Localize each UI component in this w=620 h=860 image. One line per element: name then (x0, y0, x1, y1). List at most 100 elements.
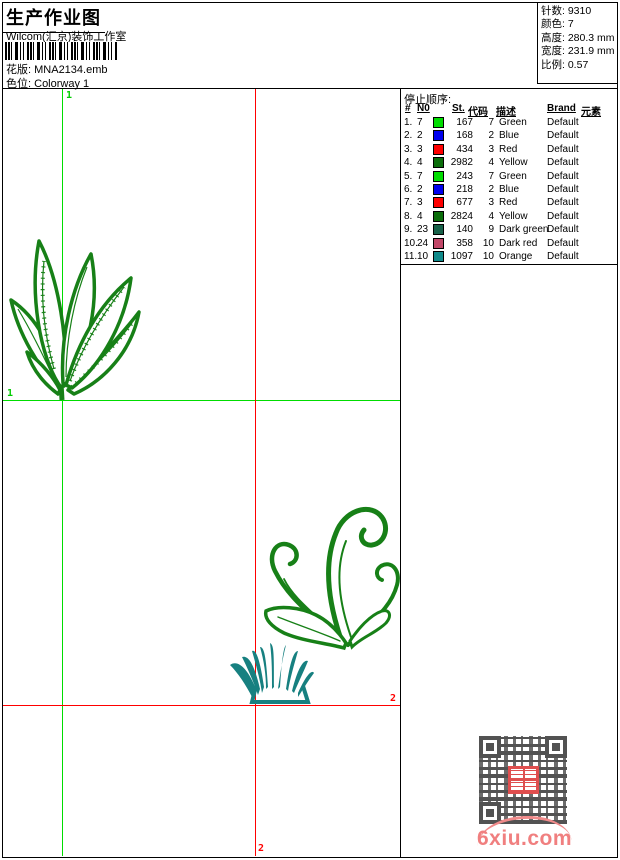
row-needle: 24 (417, 237, 429, 249)
thread-color-swatch (433, 183, 444, 195)
row-stitch-count: 218 (456, 183, 473, 195)
row-code: 2 (488, 130, 494, 142)
row-stitch-count: 168 (456, 130, 473, 142)
row-needle: 4 (417, 157, 423, 169)
col-element: 元素 (581, 107, 601, 118)
studio-name: Wilcom(汇京)装饰工作室 (6, 31, 127, 43)
row-stitch-count: 434 (456, 143, 473, 155)
table-row: 2. 2 168 2 Blue Default (400, 129, 618, 142)
col-code: 代码 (468, 107, 488, 118)
row-seq: 3. (404, 143, 413, 155)
row-needle: 3 (417, 143, 423, 155)
panel-divider (400, 88, 401, 857)
row-stitch-count: 677 (456, 197, 473, 209)
row-description: Red (499, 143, 518, 155)
start-guide-horizontal (3, 400, 400, 401)
row-stitch-count: 167 (456, 117, 473, 128)
row-needle: 7 (417, 170, 423, 182)
row-code: 7 (488, 117, 494, 128)
grass-base-outline (249, 685, 311, 704)
barcode-icon (5, 42, 117, 60)
table-row: 10. 24 358 10 Dark red Default (400, 237, 618, 250)
thread-color-swatch (433, 250, 444, 262)
thread-color-swatch (433, 197, 444, 209)
thread-color-swatch (433, 237, 444, 249)
row-brand: Default (547, 237, 579, 249)
row-description: Orange (499, 250, 533, 262)
table-bottom-border (400, 264, 618, 265)
table-row: 1. 7 167 7 Green Default (400, 116, 618, 129)
design-leaf-cluster (9, 239, 141, 401)
qr-code-icon (479, 736, 567, 824)
scale-row: 比例: 0.57 (541, 58, 589, 71)
row-seq: 1. (404, 117, 413, 128)
table-row: 5. 7 243 7 Green Default (400, 170, 618, 183)
thread-color-swatch (433, 143, 444, 155)
row-seq: 11. (404, 250, 418, 262)
row-seq: 2. (404, 130, 413, 142)
table-row: 7. 3 677 3 Red Default (400, 196, 618, 209)
row-needle: 2 (417, 130, 423, 142)
qr-finder-icon (479, 736, 501, 758)
qr-finder-icon (479, 802, 501, 824)
start-guide-vertical (62, 89, 63, 856)
header-separator (2, 88, 617, 89)
row-description: Dark red (499, 237, 538, 249)
col-brand: Brand (547, 103, 576, 114)
table-row: 8. 4 2824 4 Yellow Default (400, 210, 618, 223)
thread-color-swatch (433, 210, 444, 222)
row-stitch-count: 2982 (450, 157, 473, 169)
row-seq: 7. (404, 197, 413, 209)
pattern-label: 花版: (6, 64, 32, 76)
qr-finder-icon (545, 736, 567, 758)
row-needle: 23 (417, 224, 429, 236)
row-description: Red (499, 197, 518, 209)
row-code: 10 (482, 250, 494, 262)
row-stitch-count: 243 (456, 170, 473, 182)
pattern-value: MNA2134.emb (34, 64, 108, 76)
start-marker-left: 1 (7, 388, 14, 399)
row-needle: 4 (417, 210, 423, 222)
colorway-row: 色位: Colorway 1 (6, 75, 89, 91)
row-description: Blue (499, 130, 520, 142)
col-needle: N0 (417, 103, 430, 114)
red-seal-stamp-icon (508, 766, 539, 794)
row-brand: Default (547, 170, 579, 182)
stop-marker-right: 2 (390, 693, 397, 704)
row-code: 4 (488, 157, 494, 169)
table-row: 6. 2 218 2 Blue Default (400, 183, 618, 196)
colors-row: 颜色: 7 (541, 18, 574, 31)
stop-sequence-header: # N0 St. 代码 描述 Brand 元素 (400, 103, 618, 118)
thread-color-swatch (433, 130, 444, 142)
row-code: 10 (482, 237, 494, 249)
row-seq: 4. (404, 157, 413, 169)
col-hash: # (405, 103, 411, 114)
thread-color-swatch (433, 117, 444, 128)
row-description: Dark green (499, 224, 549, 236)
stop-sequence-table: 1. 7 167 7 Green Default 2. 2 168 2 Blue… (400, 116, 618, 263)
row-brand: Default (547, 143, 579, 155)
design-info-box: 针数: 9310 颜色: 7 高度: 280.3 mm 宽度: 231.9 mm… (537, 2, 618, 84)
design-canvas (9, 239, 400, 704)
row-description: Blue (499, 183, 520, 195)
row-needle: 7 (417, 117, 423, 128)
row-code: 3 (488, 143, 494, 155)
table-row: 3. 3 434 3 Red Default (400, 143, 618, 156)
col-st: St. (452, 103, 465, 114)
row-description: Yellow (499, 157, 528, 169)
row-needle: 10 (417, 250, 429, 262)
row-description: Yellow (499, 210, 528, 222)
row-needle: 3 (417, 197, 423, 209)
row-brand: Default (547, 130, 579, 142)
stop-guide-vertical (255, 89, 256, 856)
row-code: 4 (488, 210, 494, 222)
row-brand: Default (547, 157, 579, 169)
design-swirl-plant (263, 506, 400, 651)
row-brand: Default (547, 183, 579, 195)
thread-color-swatch (433, 224, 444, 236)
table-row: 4. 4 2982 4 Yellow Default (400, 156, 618, 169)
watermark-site-link[interactable]: 6xiu.com (477, 827, 573, 850)
row-stitch-count: 358 (456, 237, 473, 249)
